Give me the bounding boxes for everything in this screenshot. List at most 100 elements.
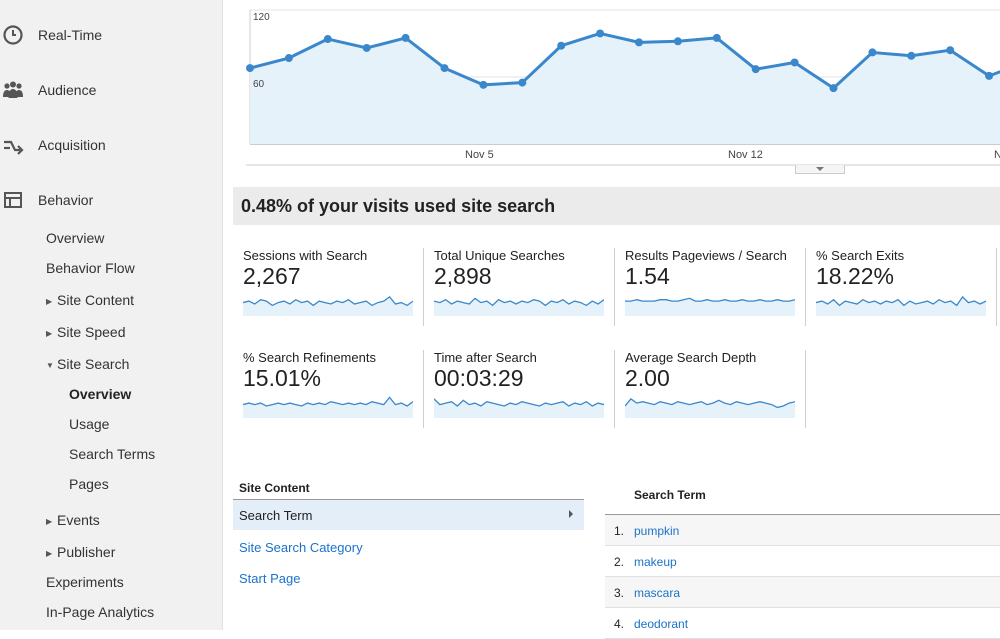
caret-right-icon: ▶ <box>46 516 53 526</box>
nav-audience[interactable]: Audience <box>0 75 96 105</box>
series-area <box>250 33 1000 144</box>
table-row: 3. mascara <box>605 577 1000 608</box>
nav-behavior[interactable]: Behavior <box>0 185 93 215</box>
data-point <box>635 38 643 47</box>
table-row: 4. deodorant <box>605 608 1000 639</box>
search-term-link[interactable]: makeup <box>634 555 677 569</box>
nav-site-search-pages[interactable]: Pages <box>69 476 109 492</box>
metric-value: 2,267 <box>243 263 301 289</box>
metric-search-exits[interactable]: % Search Exits 18.22% <box>806 248 997 326</box>
search-term-link[interactable]: deodorant <box>634 617 689 631</box>
divider <box>233 499 584 500</box>
row-number: 4. <box>614 617 625 631</box>
nav-site-search[interactable]: ▼ Site Search <box>46 356 130 372</box>
chart-collapse-handle[interactable] <box>795 165 845 174</box>
nav-events-label: Events <box>57 512 100 528</box>
row-number: 2. <box>614 555 625 569</box>
nav-behavior-flow[interactable]: Behavior Flow <box>46 260 135 276</box>
x-tick-label: N <box>994 149 1000 161</box>
nav-site-content[interactable]: ▶ Site Content <box>46 292 135 308</box>
metric-sparkline <box>434 297 604 316</box>
nav-real-time[interactable]: Real-Time <box>0 20 102 50</box>
metric-sparkline <box>625 297 795 316</box>
data-point <box>985 71 994 80</box>
sparkline-area <box>243 296 413 316</box>
search-term-column-header: Search Term <box>634 488 706 502</box>
x-tick-label: Nov 12 <box>728 149 763 161</box>
metric-sessions-with-search[interactable]: Sessions with Search 2,267 <box>233 248 424 326</box>
metric-title: Total Unique Searches <box>434 248 565 263</box>
metric-results-pageviews-per-search[interactable]: Results Pageviews / Search 1.54 <box>615 248 806 326</box>
nav-behavior-label: Behavior <box>38 192 94 208</box>
data-point <box>829 84 838 93</box>
chevron-right-icon <box>569 510 573 518</box>
data-point <box>596 29 605 38</box>
data-point <box>751 65 760 74</box>
nav-publisher[interactable]: ▶ Publisher <box>46 544 116 560</box>
row-number: 1. <box>614 524 625 538</box>
data-point <box>479 80 488 89</box>
metric-search-refinements[interactable]: % Search Refinements 15.01% <box>233 350 424 428</box>
metric-value: 2.00 <box>625 365 670 391</box>
sparkline-area <box>434 298 604 316</box>
nav-behavior-overview[interactable]: Overview <box>46 230 105 246</box>
metric-value: 2,898 <box>434 263 492 289</box>
data-point <box>440 64 449 73</box>
behavior-layout-icon <box>2 189 24 211</box>
nav-site-search-usage[interactable]: Usage <box>69 416 110 432</box>
metric-sparkline <box>816 295 986 316</box>
sparkline-line <box>625 297 795 302</box>
metric-sparkline <box>243 396 413 418</box>
nav-experiments[interactable]: Experiments <box>46 574 124 590</box>
nav-site-search-overview[interactable]: Overview <box>69 386 132 402</box>
nav-events[interactable]: ▶ Events <box>46 512 100 528</box>
site-search-banner: 0.48% of your visits used site search <box>233 187 1000 225</box>
nav-in-page-analytics[interactable]: In-Page Analytics <box>46 604 155 620</box>
data-point <box>362 43 371 52</box>
x-tick-label: Nov 5 <box>465 149 494 161</box>
caret-right-icon: ▶ <box>46 548 53 558</box>
sparkline-line <box>625 398 795 409</box>
metric-title: Time after Search <box>434 350 537 365</box>
metric-sparkline <box>625 398 795 418</box>
data-point <box>790 58 799 67</box>
data-point <box>868 48 877 57</box>
site-content-search-term[interactable]: Search Term <box>233 500 584 530</box>
nav-acquisition[interactable]: Acquisition <box>0 130 106 160</box>
y-tick-label: 60 <box>253 79 265 90</box>
y-tick-label: 120 <box>253 12 270 23</box>
data-point <box>712 33 721 42</box>
nav-site-content-label: Site Content <box>57 292 135 308</box>
nav-site-search-label: Site Search <box>57 356 130 372</box>
sparkline-line <box>816 295 986 307</box>
nav-publisher-label: Publisher <box>57 544 116 560</box>
site-content-search-term-label: Search Term <box>239 508 313 523</box>
caret-right-icon: ▶ <box>46 328 53 338</box>
data-point <box>284 54 293 63</box>
site-content-start-page-link[interactable]: Start Page <box>239 571 301 586</box>
metric-title: Sessions with Search <box>243 248 368 263</box>
metric-total-unique-searches[interactable]: Total Unique Searches 2,898 <box>424 248 615 326</box>
people-icon <box>2 79 24 101</box>
caret-down-icon: ▼ <box>46 360 54 370</box>
nav-site-speed[interactable]: ▶ Site Speed <box>46 324 126 340</box>
data-point <box>946 46 955 55</box>
sparkline-area <box>816 296 986 316</box>
metric-time-after-search[interactable]: Time after Search 00:03:29 <box>424 350 615 428</box>
data-point <box>401 33 410 42</box>
sessions-chart-svg <box>246 9 1000 166</box>
nav-real-time-label: Real-Time <box>38 27 103 43</box>
metric-average-search-depth[interactable]: Average Search Depth 2.00 <box>615 350 806 428</box>
search-term-link[interactable]: pumpkin <box>634 524 680 538</box>
metric-value: 18.22% <box>816 263 895 289</box>
site-content-title: Site Content <box>239 481 310 495</box>
site-content-search-category-link[interactable]: Site Search Category <box>239 540 363 555</box>
nav-site-search-terms[interactable]: Search Terms <box>69 446 156 462</box>
metric-title: % Search Refinements <box>243 350 376 365</box>
sparkline-area <box>625 298 795 316</box>
metric-sparkline <box>243 296 413 316</box>
table-row: 1. pumpkin <box>605 515 1000 546</box>
metric-sparkline <box>434 398 604 418</box>
sidebar: Real-Time Audience Acquisition Behavior … <box>0 0 223 630</box>
search-term-link[interactable]: mascara <box>634 586 681 600</box>
